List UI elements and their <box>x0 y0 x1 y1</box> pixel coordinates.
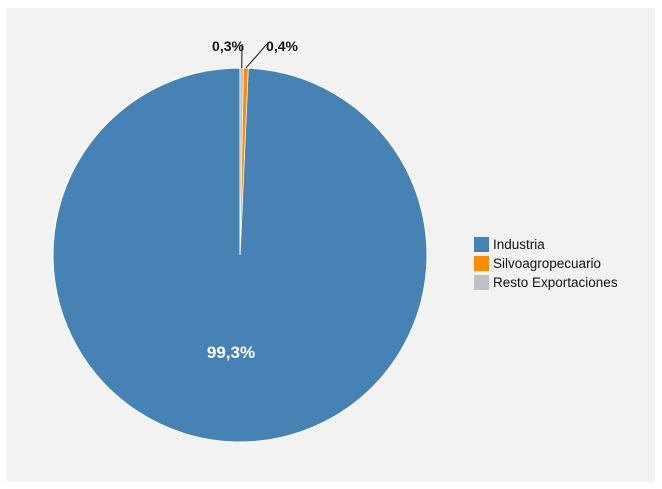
legend-swatch-industria <box>474 237 489 252</box>
legend-label-resto-exportaciones: Resto Exportaciones <box>493 275 618 290</box>
data-labels: 99,3% 0,3% 0,4% <box>207 38 299 362</box>
legend: Industria Silvoagropecuario Resto Export… <box>474 235 618 292</box>
legend-label-silvoagropecuario: Silvoagropecuario <box>493 256 602 271</box>
leader-line-silvoagropecuario <box>245 43 268 69</box>
legend-item-silvoagropecuario: Silvoagropecuario <box>474 254 618 273</box>
data-label-industria: 99,3% <box>207 343 255 362</box>
data-label-resto-exportaciones: 0,3% <box>212 38 244 54</box>
legend-item-resto-exportaciones: Resto Exportaciones <box>474 273 618 292</box>
data-label-silvoagropecuario: 0,4% <box>266 38 298 54</box>
pie-slices <box>52 67 428 443</box>
legend-item-industria: Industria <box>474 235 618 254</box>
legend-swatch-silvoagropecuario <box>474 256 489 271</box>
legend-swatch-resto-exportaciones <box>474 275 489 290</box>
label-leaders <box>241 43 268 69</box>
legend-label-industria: Industria <box>493 237 545 252</box>
